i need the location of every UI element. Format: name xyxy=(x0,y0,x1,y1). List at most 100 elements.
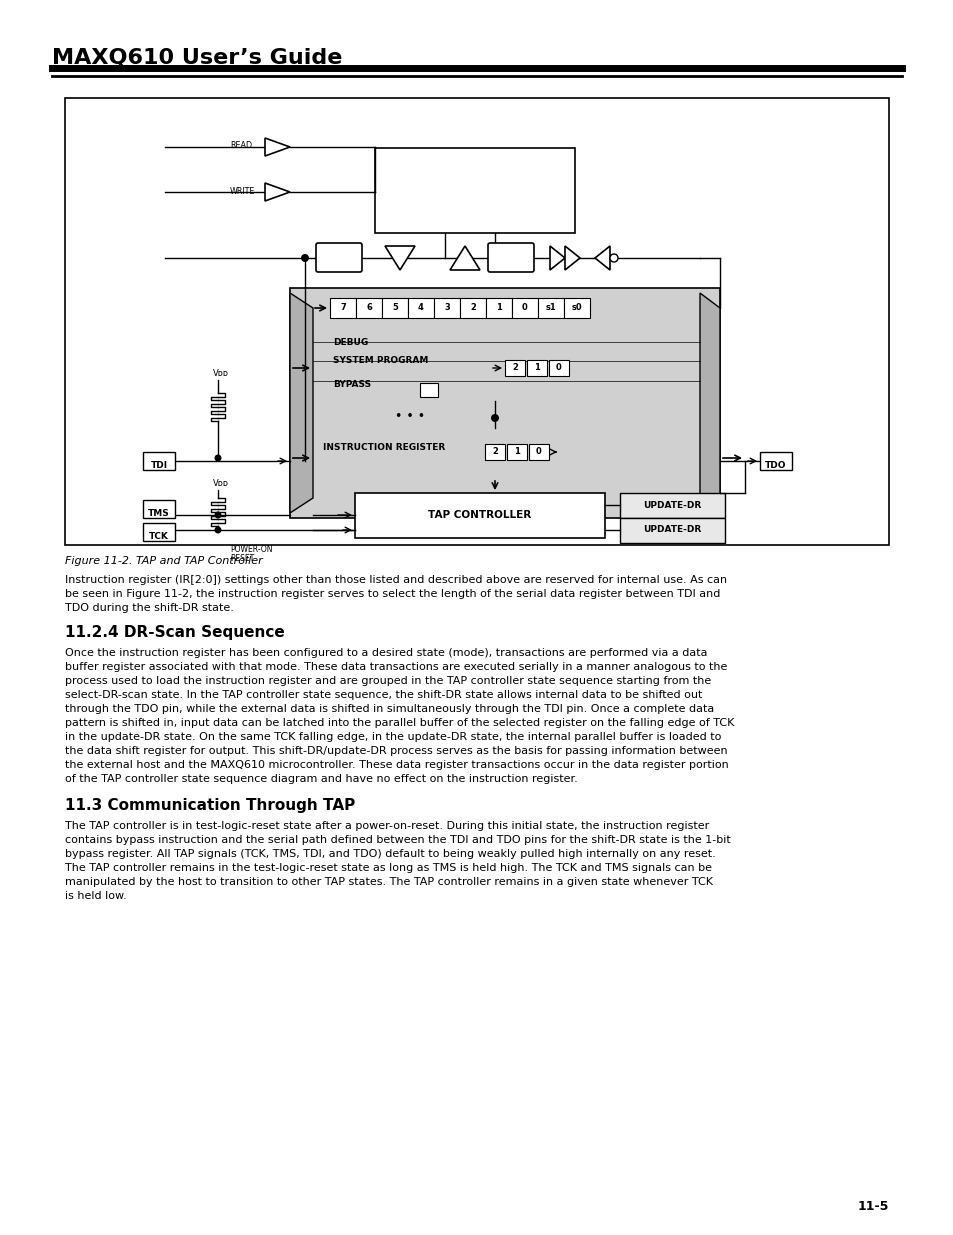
Text: contains bypass instruction and the serial path defined between the TDI and TDO : contains bypass instruction and the seri… xyxy=(65,835,730,845)
Text: 0: 0 xyxy=(521,304,527,312)
Bar xyxy=(619,517,724,543)
Text: TCK: TCK xyxy=(149,532,169,541)
Bar xyxy=(65,98,888,545)
Text: 0: 0 xyxy=(556,363,561,373)
Bar xyxy=(143,452,174,471)
Bar xyxy=(143,500,174,517)
Bar xyxy=(529,445,548,459)
Polygon shape xyxy=(595,246,609,270)
Text: Once the instruction register has been configured to a desired state (mode), tra: Once the instruction register has been c… xyxy=(65,648,707,658)
Text: bypass register. All TAP signals (TCK, TMS, TDI, and TDO) default to being weakl: bypass register. All TAP signals (TCK, T… xyxy=(65,848,715,860)
Circle shape xyxy=(301,254,309,262)
Text: READ: READ xyxy=(230,142,252,151)
Polygon shape xyxy=(550,246,564,270)
Text: 6: 6 xyxy=(366,304,372,312)
Text: TMS: TMS xyxy=(148,509,170,517)
Text: the external host and the MAXQ610 microcontroller. These data register transacti: the external host and the MAXQ610 microc… xyxy=(65,760,728,769)
Text: 7: 7 xyxy=(340,304,346,312)
Bar xyxy=(526,359,546,375)
Text: UPDATE-DR: UPDATE-DR xyxy=(642,526,700,535)
Text: WRITE: WRITE xyxy=(230,186,255,195)
Bar xyxy=(408,298,434,317)
Bar xyxy=(290,288,720,517)
Text: 11.2.4 DR-Scan Sequence: 11.2.4 DR-Scan Sequence xyxy=(65,625,284,640)
Bar xyxy=(434,298,459,317)
Polygon shape xyxy=(265,183,290,201)
Text: • • •: • • • xyxy=(395,410,425,424)
Text: TDO during the shift-DR state.: TDO during the shift-DR state. xyxy=(65,603,233,613)
Bar xyxy=(485,298,512,317)
Text: select-DR-scan state. In the TAP controller state sequence, the shift-DR state a: select-DR-scan state. In the TAP control… xyxy=(65,690,701,700)
Text: Figure 11-2. TAP and TAP Controller: Figure 11-2. TAP and TAP Controller xyxy=(65,556,262,566)
Polygon shape xyxy=(450,246,479,270)
Text: TAP CONTROLLER: TAP CONTROLLER xyxy=(428,510,531,520)
Text: RESET: RESET xyxy=(230,555,254,563)
Circle shape xyxy=(214,454,221,462)
Polygon shape xyxy=(700,293,720,513)
Text: 3: 3 xyxy=(444,304,450,312)
Text: buffer register associated with that mode. These data transactions are executed : buffer register associated with that mod… xyxy=(65,662,726,672)
Polygon shape xyxy=(265,138,290,156)
Polygon shape xyxy=(564,246,579,270)
Text: s0: s0 xyxy=(571,304,581,312)
Bar xyxy=(330,298,355,317)
Bar xyxy=(355,493,604,538)
Bar xyxy=(355,298,381,317)
Text: through the TDO pin, while the external data is shifted in simultaneously throug: through the TDO pin, while the external … xyxy=(65,704,714,714)
Text: pattern is shifted in, input data can be latched into the parallel buffer of the: pattern is shifted in, input data can be… xyxy=(65,718,734,727)
Bar xyxy=(484,445,504,459)
Text: process used to load the instruction register and are grouped in the TAP control: process used to load the instruction reg… xyxy=(65,676,711,685)
Text: be seen in Figure 11-2, the instruction register serves to select the length of : be seen in Figure 11-2, the instruction … xyxy=(65,589,720,599)
Text: Vᴅᴅ: Vᴅᴅ xyxy=(213,478,229,488)
Text: 1: 1 xyxy=(534,363,539,373)
Text: the data shift register for output. This shift-DR/update-DR process serves as th: the data shift register for output. This… xyxy=(65,746,727,756)
Text: 1: 1 xyxy=(496,304,501,312)
Text: Vᴅᴅ: Vᴅᴅ xyxy=(213,368,229,378)
Bar xyxy=(563,298,589,317)
Text: in the update-DR state. On the same TCK falling edge, in the update-DR state, th: in the update-DR state. On the same TCK … xyxy=(65,732,720,742)
Text: DEBUG: DEBUG xyxy=(333,338,368,347)
Text: 11.3 Communication Through TAP: 11.3 Communication Through TAP xyxy=(65,798,355,813)
Text: TDO: TDO xyxy=(764,461,786,471)
Circle shape xyxy=(491,414,498,422)
Text: of the TAP controller state sequence diagram and have no effect on the instructi: of the TAP controller state sequence dia… xyxy=(65,774,578,784)
Bar xyxy=(375,148,575,233)
Text: POWER-ON: POWER-ON xyxy=(230,545,273,555)
Text: SYSTEM PROGRAM: SYSTEM PROGRAM xyxy=(333,356,428,366)
Text: 0: 0 xyxy=(536,447,541,457)
Bar xyxy=(619,493,724,517)
Text: The TAP controller remains in the test-logic-reset state as long as TMS is held : The TAP controller remains in the test-l… xyxy=(65,863,711,873)
Text: manipulated by the host to transition to other TAP states. The TAP controller re: manipulated by the host to transition to… xyxy=(65,877,712,887)
Text: The TAP controller is in test-logic-reset state after a power-on-reset. During t: The TAP controller is in test-logic-rese… xyxy=(65,821,708,831)
Bar xyxy=(760,452,791,471)
Text: 1: 1 xyxy=(514,447,519,457)
Polygon shape xyxy=(290,293,313,513)
Bar xyxy=(143,522,174,541)
Text: UPDATE-DR: UPDATE-DR xyxy=(642,500,700,510)
Bar xyxy=(537,298,563,317)
Text: 11-5: 11-5 xyxy=(857,1200,888,1213)
Bar xyxy=(381,298,408,317)
Bar xyxy=(459,298,485,317)
Text: 2: 2 xyxy=(512,363,517,373)
Text: 5: 5 xyxy=(392,304,397,312)
Bar xyxy=(512,298,537,317)
Text: 2: 2 xyxy=(470,304,476,312)
Bar xyxy=(506,445,526,459)
Text: is held low.: is held low. xyxy=(65,890,127,902)
Text: 2: 2 xyxy=(492,447,497,457)
FancyBboxPatch shape xyxy=(488,243,534,272)
Circle shape xyxy=(214,511,221,519)
Bar xyxy=(548,359,568,375)
Polygon shape xyxy=(385,246,415,270)
Text: TDI: TDI xyxy=(151,461,168,471)
Circle shape xyxy=(609,254,618,262)
Text: 4: 4 xyxy=(417,304,423,312)
Text: INSTRUCTION REGISTER: INSTRUCTION REGISTER xyxy=(323,443,445,452)
Text: Instruction register (IR[2:0]) settings other than those listed and described ab: Instruction register (IR[2:0]) settings … xyxy=(65,576,726,585)
Text: BYPASS: BYPASS xyxy=(333,380,371,389)
FancyBboxPatch shape xyxy=(315,243,361,272)
Text: s1: s1 xyxy=(545,304,556,312)
Bar xyxy=(504,359,524,375)
Text: MAXQ610 User’s Guide: MAXQ610 User’s Guide xyxy=(52,48,342,68)
